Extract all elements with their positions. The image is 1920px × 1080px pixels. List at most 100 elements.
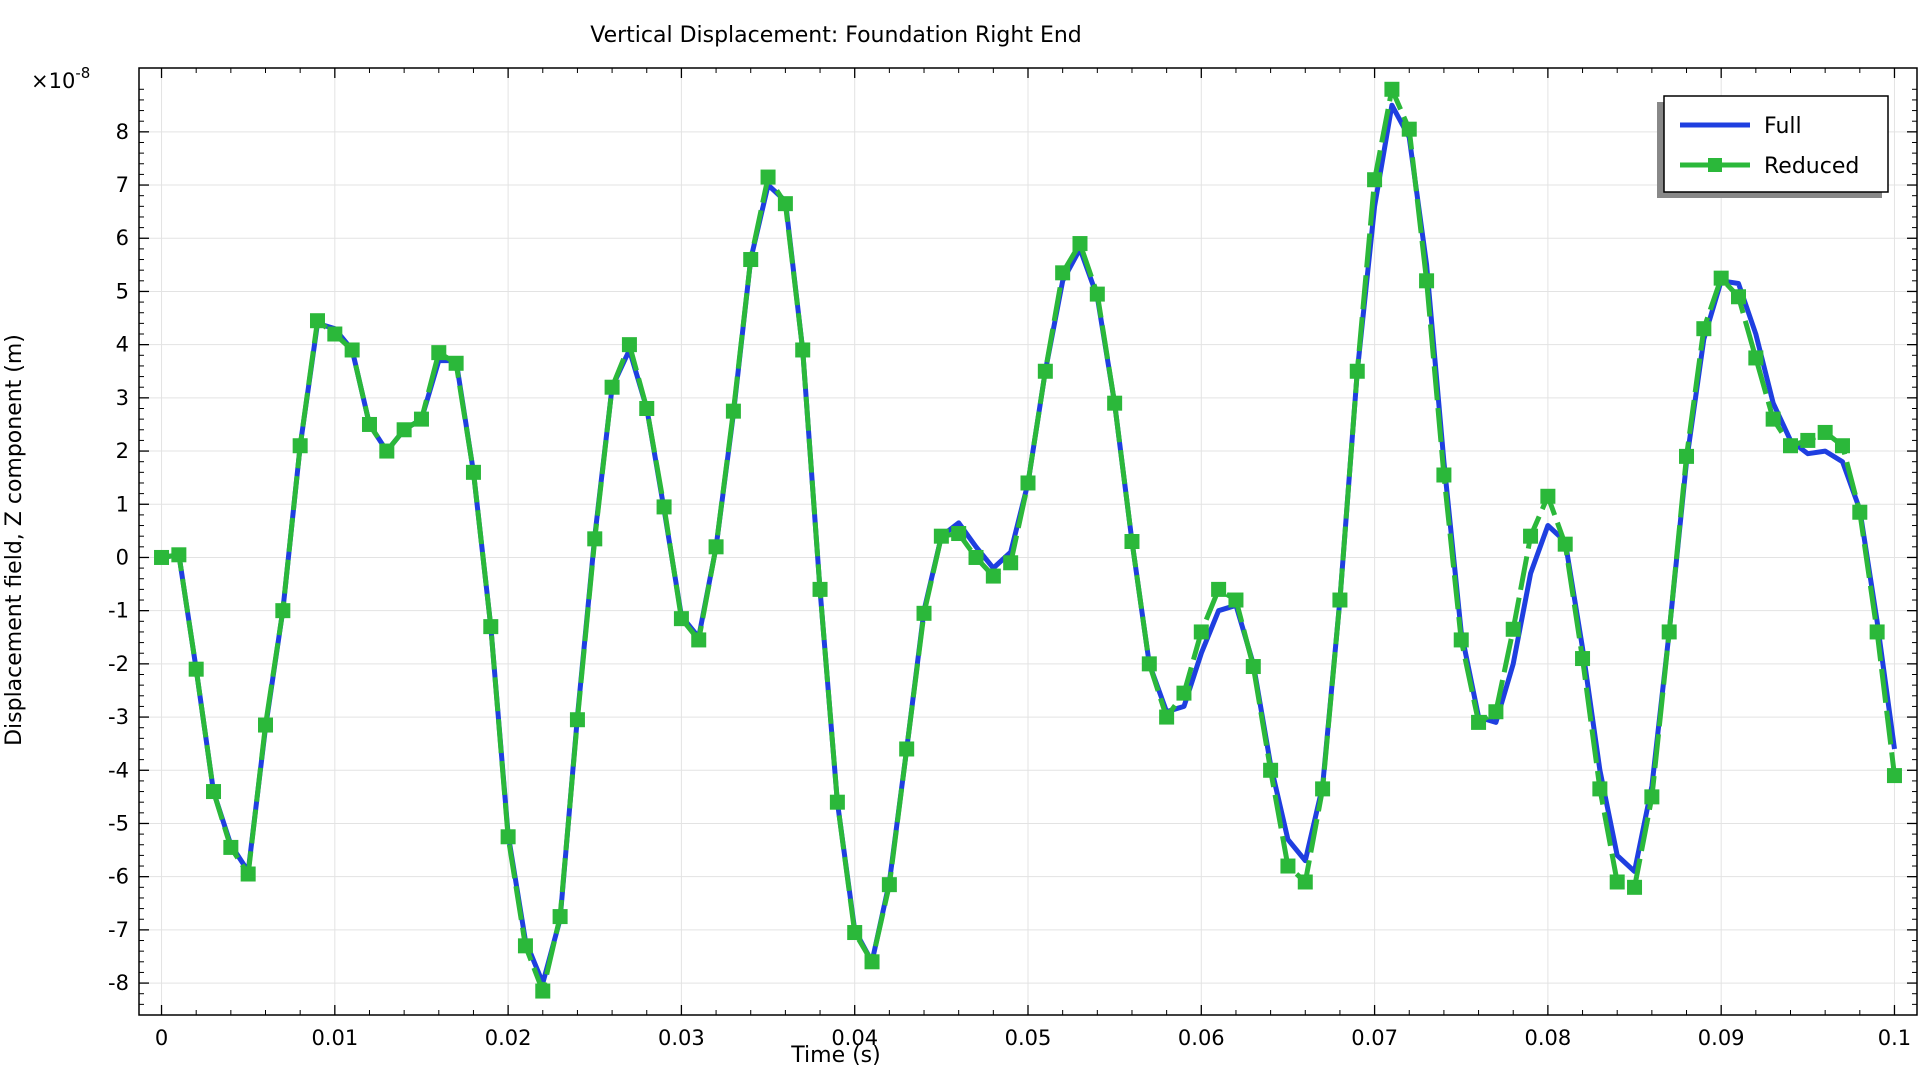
y-tick-label: -4 [108, 758, 129, 782]
data-point-reduced [1263, 762, 1279, 778]
data-point-reduced [916, 605, 932, 621]
y-multiplier-exponent: -8 [75, 64, 90, 82]
data-point-reduced [812, 581, 828, 597]
data-point-reduced [1003, 555, 1019, 571]
x-tick-label: 0.08 [1525, 1026, 1572, 1050]
data-point-reduced [621, 337, 637, 353]
data-point-reduced [725, 403, 741, 419]
data-point-reduced [829, 794, 845, 810]
tick-labels: 0 0.01 0.02 0.03 0.04 0.05 0.06 0.07 0.08 0.09 0.1… [108, 120, 1911, 1050]
axes [138, 67, 1918, 1016]
data-point-reduced [1679, 448, 1695, 464]
y-tick-label: -5 [108, 811, 129, 835]
data-point-reduced [639, 400, 655, 416]
x-tick-label: 0.01 [311, 1026, 358, 1050]
x-tick-label: 0.04 [831, 1026, 878, 1050]
data-point-reduced [656, 499, 672, 515]
legend-label-reduced: Reduced [1764, 154, 1859, 179]
data-point-reduced [309, 313, 325, 329]
x-tick-label: 0.02 [485, 1026, 532, 1050]
legend-label-full: Full [1764, 114, 1802, 139]
data-point-reduced [1627, 879, 1643, 895]
data-point-reduced [396, 422, 412, 438]
data-point-reduced [344, 342, 360, 358]
x-tick-label: 0 [155, 1026, 168, 1050]
data-point-reduced [1592, 781, 1608, 797]
data-point-reduced [1159, 709, 1175, 725]
data-point-reduced [223, 839, 239, 855]
data-point-reduced [1852, 504, 1868, 520]
data-point-reduced [1401, 121, 1417, 137]
data-point-reduced [379, 443, 395, 459]
data-point-reduced [1609, 874, 1625, 890]
x-tick-label: 0.05 [1005, 1026, 1052, 1050]
data-point-reduced [1280, 858, 1296, 874]
data-point-reduced [292, 438, 308, 454]
data-point-reduced [361, 416, 377, 432]
data-point-reduced [552, 909, 568, 925]
data-point-reduced [1419, 273, 1435, 289]
data-point-reduced [1436, 467, 1452, 483]
data-point-reduced [1055, 265, 1071, 281]
data-point-reduced [1748, 350, 1764, 366]
data-point-reduced [1124, 534, 1140, 549]
data-point-reduced [1245, 659, 1261, 675]
data-point-reduced [1661, 624, 1677, 640]
data-point-reduced [985, 568, 1001, 584]
data-point-reduced [881, 877, 897, 893]
y-tick-label: -1 [108, 599, 129, 623]
data-point-reduced [240, 866, 256, 882]
data-point-reduced [1557, 536, 1573, 552]
data-point-reduced [1315, 781, 1331, 797]
data-point-reduced [569, 712, 585, 728]
data-point-reduced [1886, 768, 1902, 784]
y-multiplier: ×10-8 [31, 64, 90, 93]
x-tick-label: 0.07 [1351, 1026, 1398, 1050]
data-point-reduced [154, 549, 170, 565]
data-point-reduced [673, 611, 689, 627]
x-axis-label: Time (s) [790, 1043, 880, 1068]
data-point-reduced [795, 342, 811, 358]
data-point-reduced [275, 603, 291, 619]
data-point-reduced [1107, 395, 1123, 411]
data-point-reduced [1176, 685, 1192, 701]
data-point-reduced [777, 196, 793, 212]
y-tick-label: 1 [116, 492, 129, 516]
data-point-reduced [465, 464, 481, 480]
legend-marker-reduced [1708, 158, 1722, 172]
data-point-reduced [1349, 363, 1365, 379]
data-point-reduced [1834, 438, 1850, 454]
y-multiplier-base: ×10 [31, 69, 75, 93]
data-point-reduced [413, 411, 429, 427]
data-point-reduced [760, 169, 776, 185]
y-tick-label: -2 [108, 652, 129, 676]
y-axis-label: Displacement field, Z component (m) [2, 334, 27, 746]
data-point-reduced [968, 549, 984, 565]
legend: Full Reduced [1657, 95, 1889, 198]
data-point-reduced [1020, 475, 1036, 491]
y-tick-label: -7 [108, 918, 129, 942]
data-point-reduced [1384, 81, 1400, 97]
data-point-reduced [1471, 714, 1487, 730]
y-tick-label: 7 [116, 173, 129, 197]
data-point-reduced [1540, 488, 1556, 504]
data-point-reduced [587, 531, 603, 547]
y-tick-label: -8 [108, 971, 129, 995]
data-point-reduced [1731, 289, 1747, 305]
data-point-reduced [1141, 656, 1157, 672]
data-point-reduced [517, 938, 533, 954]
data-point-reduced [691, 632, 707, 648]
x-tick-label: 0.09 [1698, 1026, 1745, 1050]
data-point-reduced [1228, 592, 1244, 608]
y-tick-label: 5 [116, 279, 129, 303]
data-point-reduced [847, 925, 863, 941]
data-point-reduced [483, 619, 499, 635]
chart-title: Vertical Displacement: Foundation Right … [590, 23, 1082, 48]
series-layer [154, 81, 1902, 999]
y-tick-label: 0 [116, 545, 129, 569]
data-point-reduced [171, 547, 187, 563]
data-point-reduced [1782, 438, 1798, 454]
data-point-reduced [743, 252, 759, 268]
data-point-reduced [535, 983, 551, 999]
